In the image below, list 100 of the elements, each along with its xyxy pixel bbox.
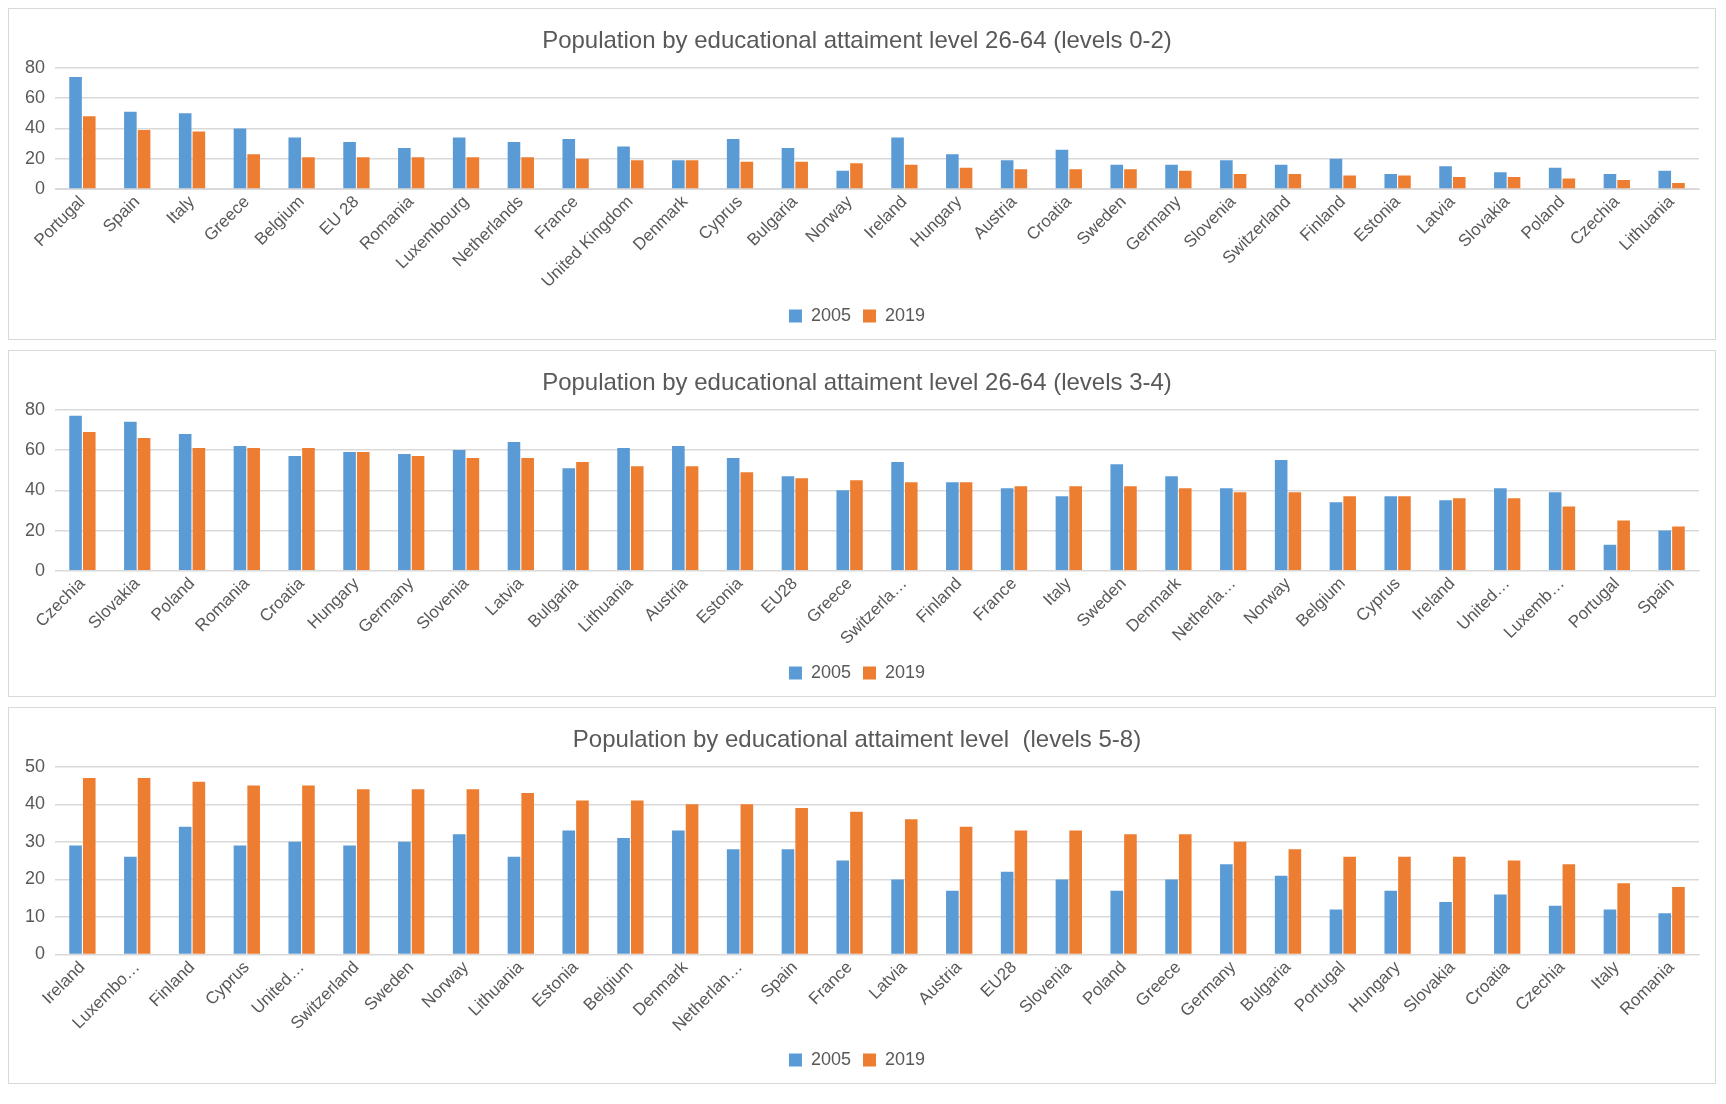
bar xyxy=(1494,488,1507,571)
chart-title: Population by educational attaiment level (levels 5-8) xyxy=(572,725,1142,753)
bar xyxy=(740,472,754,571)
bar xyxy=(576,800,589,954)
chart-title: Population by educational attaiment level 26-64 (levels 0-2) xyxy=(542,26,1172,54)
y-tick-label: 10 xyxy=(24,905,46,926)
bar xyxy=(1124,169,1137,189)
bar xyxy=(1617,520,1630,571)
bar xyxy=(1439,500,1452,571)
bar xyxy=(617,448,630,571)
bar xyxy=(1398,175,1411,189)
bar xyxy=(781,849,795,954)
bar xyxy=(1329,158,1343,189)
bar xyxy=(452,834,466,954)
bar xyxy=(959,826,973,954)
bar xyxy=(562,468,576,571)
bar xyxy=(398,148,411,189)
bar xyxy=(836,860,850,954)
bar xyxy=(69,845,82,954)
bar xyxy=(1507,498,1521,571)
bar xyxy=(630,160,644,189)
legend-label: 2019 xyxy=(885,1048,926,1069)
bar xyxy=(959,482,973,571)
bar xyxy=(1658,913,1672,954)
bar xyxy=(617,146,630,189)
y-tick-label: 80 xyxy=(24,398,46,419)
bar xyxy=(1178,170,1192,189)
y-tick-label: 60 xyxy=(24,439,46,460)
bar xyxy=(1233,841,1247,954)
bar xyxy=(233,128,247,189)
bar xyxy=(850,480,863,571)
bar xyxy=(466,157,480,189)
y-tick-label: 20 xyxy=(24,147,46,168)
bar xyxy=(795,161,808,189)
bar xyxy=(1398,496,1411,571)
bar xyxy=(946,154,959,189)
legend-label: 2005 xyxy=(810,1048,851,1069)
bar xyxy=(1439,166,1452,189)
bar xyxy=(288,137,302,189)
bar xyxy=(1658,530,1672,571)
bar xyxy=(685,804,699,954)
x-tick-label: Italy xyxy=(162,191,199,228)
bar xyxy=(904,819,918,954)
bar xyxy=(1014,169,1028,189)
bar xyxy=(781,148,795,189)
bar xyxy=(507,142,521,189)
bar xyxy=(521,458,534,571)
bar xyxy=(891,462,904,571)
bar xyxy=(1069,830,1082,954)
y-tick-label: 20 xyxy=(24,519,46,540)
bar xyxy=(1288,173,1302,189)
bar xyxy=(1672,182,1685,189)
bar xyxy=(685,160,699,189)
bar xyxy=(192,131,206,189)
bar xyxy=(82,778,96,954)
bar xyxy=(562,830,576,954)
bar xyxy=(302,785,315,954)
bar xyxy=(1069,169,1082,189)
bar xyxy=(1548,492,1562,571)
bar xyxy=(1288,849,1302,954)
bar xyxy=(946,890,959,954)
bar xyxy=(343,845,356,954)
bar xyxy=(1658,170,1672,189)
bar xyxy=(1110,164,1124,189)
bar xyxy=(836,490,850,571)
bar xyxy=(247,785,260,954)
bar xyxy=(562,139,576,189)
bar xyxy=(1452,498,1466,571)
bar xyxy=(343,452,356,571)
y-tick-label: 40 xyxy=(24,479,46,500)
bar xyxy=(137,437,151,571)
bar xyxy=(124,856,137,954)
bar xyxy=(124,111,137,189)
y-tick-label: 0 xyxy=(35,178,46,199)
bar xyxy=(1548,167,1562,189)
bar xyxy=(1178,834,1192,954)
bar xyxy=(1384,496,1398,571)
bar xyxy=(1507,176,1521,189)
x-tick-label: EU 28 xyxy=(315,191,363,239)
bar xyxy=(1220,488,1233,571)
bar xyxy=(576,158,589,189)
bar xyxy=(1233,492,1247,571)
bar xyxy=(137,778,151,954)
bar xyxy=(904,164,918,189)
bar xyxy=(1220,160,1233,189)
bar xyxy=(1562,178,1576,189)
bar xyxy=(82,116,96,189)
bar xyxy=(398,454,411,571)
y-tick-label: 20 xyxy=(24,868,46,889)
bar xyxy=(521,793,534,954)
bar xyxy=(1124,486,1137,571)
bar xyxy=(1274,460,1288,571)
bar xyxy=(356,452,370,571)
bar xyxy=(247,154,260,189)
bar xyxy=(1494,172,1507,189)
bar xyxy=(1452,176,1466,189)
bar xyxy=(1274,875,1288,954)
bar xyxy=(1343,856,1356,954)
bar xyxy=(411,456,425,571)
bar xyxy=(891,879,904,954)
